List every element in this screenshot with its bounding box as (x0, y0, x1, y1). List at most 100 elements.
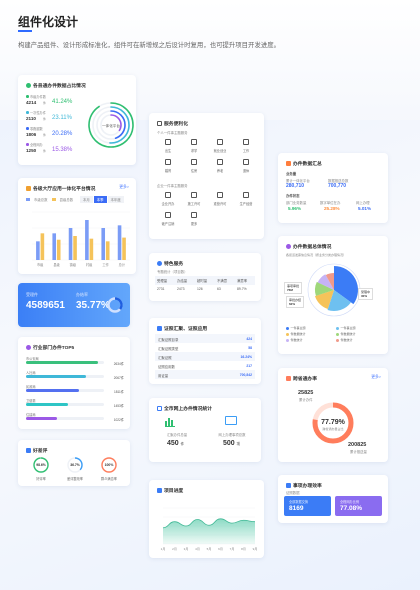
pie-tag3-label: 受理中 (361, 290, 371, 294)
eval-item: 36.7% 差评整改率 (58, 456, 92, 484)
platform-title: 各级大厅应用一体化平台情况 (33, 187, 96, 192)
tab-quarter[interactable]: 本季 (93, 196, 107, 203)
ratio-row-value: 1250 (26, 148, 37, 153)
x-tick-label: 5月 (207, 547, 212, 551)
pie-tag1-value: 76M (287, 288, 293, 292)
screen-icon (225, 416, 237, 425)
eval-title: 好差评 (33, 449, 48, 454)
pie-slice (325, 273, 334, 290)
eval-ring: 98.6% (33, 457, 49, 473)
service-item[interactable]: 企业开办 (155, 190, 181, 210)
special-table: 受理量 办结量 超时量 不满意 满意率 2731 2473 126 63 89.7% (155, 276, 255, 293)
rate-title: 跨省通办率 (293, 377, 317, 382)
ratio-row-pct: 23.11% (52, 115, 72, 121)
tab-year[interactable]: 本年度 (107, 196, 124, 203)
special-header: 受理量 (157, 279, 168, 283)
service-item[interactable]: 就业创业 (207, 137, 233, 157)
dept-bar (26, 361, 98, 364)
pie-legend-label: 一件事主题 (340, 326, 356, 330)
pie-card: 办件数据总体情况 各街道发票信息情况（按业务分类办理情况） 事项审批 76M 审批… (278, 236, 388, 354)
service-item[interactable]: 施工许可 (181, 190, 207, 210)
online-value2-num: 500 (223, 440, 235, 447)
platform-more-link[interactable]: 更多> (119, 185, 129, 189)
service-item[interactable]: 养老 (207, 157, 233, 177)
pie-slice (327, 290, 351, 311)
cert-row: 证照应用数 217 (155, 361, 255, 370)
cert-label: 证照应用数 (158, 364, 175, 369)
progress-icon (157, 488, 162, 493)
service-item[interactable]: 工作 (233, 137, 259, 157)
rate-ring: 77.79% 跨省通办量占比 (312, 402, 354, 444)
service-item[interactable]: 求学 (181, 137, 207, 157)
ratio-row-label: 一次性办件 (30, 111, 46, 115)
service-item[interactable]: 出生 (155, 137, 181, 157)
x-tick-label: 8月 (241, 547, 246, 551)
summary-s2: 25.28% (324, 206, 340, 211)
service-item[interactable]: 退休 (233, 157, 259, 177)
service-item[interactable]: 准营许可 (207, 190, 233, 210)
dept-top5-card: 行业部门办件TOP5 市公安局 2634件 人社局 2067件 民政局 1811件 卫健委 1… (18, 337, 130, 429)
pie-tag2-label: 审批办结 (289, 298, 302, 302)
exchange-box2-value: 77.08% (340, 505, 363, 512)
exchange-icon (286, 483, 291, 488)
ratio-card: 各县通办件数据占比情况 市级办件数 4214 件 41.24% 一次性办件 2110 件 23… (18, 75, 136, 165)
special-subtitle: 专题统计（项目数） (157, 270, 188, 274)
dept-row: 民政局 1811件 (26, 384, 124, 398)
x-tick-label: 9月 (253, 547, 258, 551)
cert-card: 证照汇聚、证照应用 汇聚证照目录 424 汇聚证照类型 58 汇聚证照 16.24% 证照应… (149, 318, 261, 384)
cert-label: 汇聚证照目录 (158, 337, 179, 342)
exchange-box1[interactable]: 全部数据交换 8169 (284, 496, 331, 516)
dept-name: 人社局 (26, 371, 36, 375)
x-tick-label: 3月 (184, 547, 189, 551)
ratio-row-value: 4214 (26, 100, 37, 105)
pie-tag3-value: 30% (361, 294, 368, 298)
exchange-title: 事项办理效率 (293, 484, 322, 489)
legend-county: 县级总数 (59, 198, 74, 202)
service-item[interactable]: 婚育 (155, 157, 181, 177)
cert-row: 用证量 700,842 (155, 370, 255, 379)
bulb-icon (26, 345, 31, 350)
eval-label: 差评整改率 (67, 477, 83, 481)
service-item[interactable]: 生产经营 (233, 190, 259, 210)
service-item-label: 退休 (242, 169, 250, 173)
service-item-label: 出生 (164, 149, 172, 153)
evaluation-card: 好差评 98.6% 好评率 36.7% 差评整改率 100% 群众满意率 (18, 440, 130, 486)
cert-label: 汇聚证照 (158, 355, 172, 360)
blue-ring (107, 297, 123, 313)
tab-month[interactable]: 本月 (80, 196, 93, 203)
cert-value: 16.24% (240, 354, 253, 359)
legend-swatch-county (51, 198, 56, 201)
online-title: 全市网上办件情况统计 (164, 407, 212, 412)
service-item-icon (243, 192, 249, 198)
eval-label: 好评率 (36, 477, 46, 481)
ratio-row-label: 市级办件数 (30, 95, 46, 99)
blue-label1: 受理件 (26, 292, 38, 297)
service-item[interactable]: 更多 (181, 210, 207, 230)
summary-s2l: 数字单位在办 (320, 201, 341, 205)
exchange-box2[interactable]: 全程网办比例 77.08% (335, 496, 382, 516)
dept-name: 市公安局 (26, 357, 39, 361)
special-value: 2731 (157, 287, 165, 291)
ratio-card-title: 各县通办件数据占比情况 (33, 84, 86, 89)
dept-row: 卫健委 1453件 (26, 398, 124, 412)
ring-arc (88, 102, 134, 148)
x-tick-label: 7月 (230, 547, 235, 551)
page-description: 构建产品组件、设计形成标准化，组件可在新增规之后设计时复用，也可提升项目开发进度… (18, 42, 281, 49)
eval-ring: 100% (101, 457, 117, 473)
cert-value: 700,842 (239, 372, 252, 377)
service-item-label: 企业开办 (161, 202, 175, 206)
service-item[interactable]: 破产注销 (155, 210, 181, 230)
pie-legend-swatch (286, 326, 289, 330)
ratio-rings-chart: 一体化平台 (88, 102, 134, 148)
service-sub2: 企业一件事主题服务 (157, 184, 188, 188)
dept-value: 1453件 (113, 404, 124, 408)
rate-more-link[interactable]: 更多> (371, 375, 381, 379)
service-item[interactable]: 住房 (181, 157, 207, 177)
pie-legend-swatch (336, 326, 339, 330)
cert-label: 汇聚证照类型 (158, 346, 179, 351)
bar (73, 236, 77, 260)
service-item-icon (217, 192, 223, 198)
ratio-row-unit: 件 (43, 101, 47, 105)
ratio-dot (26, 111, 29, 114)
pie-subtitle: 各街道发票信息情况（按业务分类办理情况） (286, 253, 347, 257)
